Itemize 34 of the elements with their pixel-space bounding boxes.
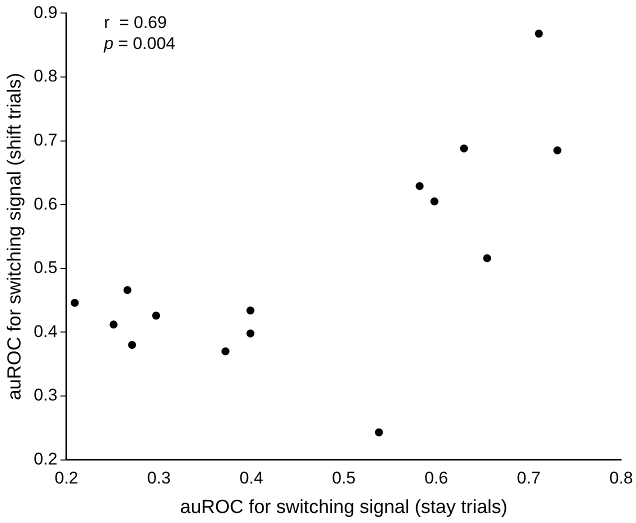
point — [374, 428, 383, 436]
x-tick-label: 0.4 — [240, 468, 264, 488]
point — [152, 312, 160, 320]
point — [416, 182, 424, 190]
point — [70, 298, 79, 307]
y-tick-label: 0.6 — [34, 194, 58, 214]
y-tick-label: 0.8 — [34, 66, 58, 86]
point — [430, 197, 438, 206]
point — [553, 146, 562, 154]
annotation: r = 0.69 — [104, 12, 168, 33]
x-tick-label: 0.8 — [609, 468, 634, 488]
point — [128, 340, 136, 349]
point — [221, 347, 230, 356]
point — [246, 329, 254, 338]
y-axis-title: auROC for switching signal (shift trials) — [4, 72, 26, 400]
annotation: p = 0.004 — [104, 33, 176, 54]
x-tick-label: 0.6 — [424, 468, 448, 488]
x-tick-label: 0.7 — [516, 468, 541, 488]
y-tick-label: 0.7 — [34, 130, 58, 150]
y-tick-label: 0.4 — [34, 322, 58, 341]
y-tick-label: 0.5 — [34, 258, 58, 278]
point — [483, 254, 492, 262]
y-tick-label: 0.3 — [34, 386, 58, 405]
x-tick-label: 0.5 — [332, 468, 356, 488]
y-tick-label: 0.2 — [34, 449, 58, 468]
point — [534, 30, 543, 38]
point — [460, 144, 468, 152]
x-tick-label: 0.3 — [147, 468, 171, 488]
x-axis-title: auROC for switching signal (stay trials) — [180, 496, 508, 518]
x-tick-label: 0.2 — [54, 468, 78, 488]
point — [246, 306, 254, 315]
point — [123, 286, 132, 294]
point — [110, 320, 118, 329]
y-tick-label: 0.9 — [34, 2, 58, 22]
